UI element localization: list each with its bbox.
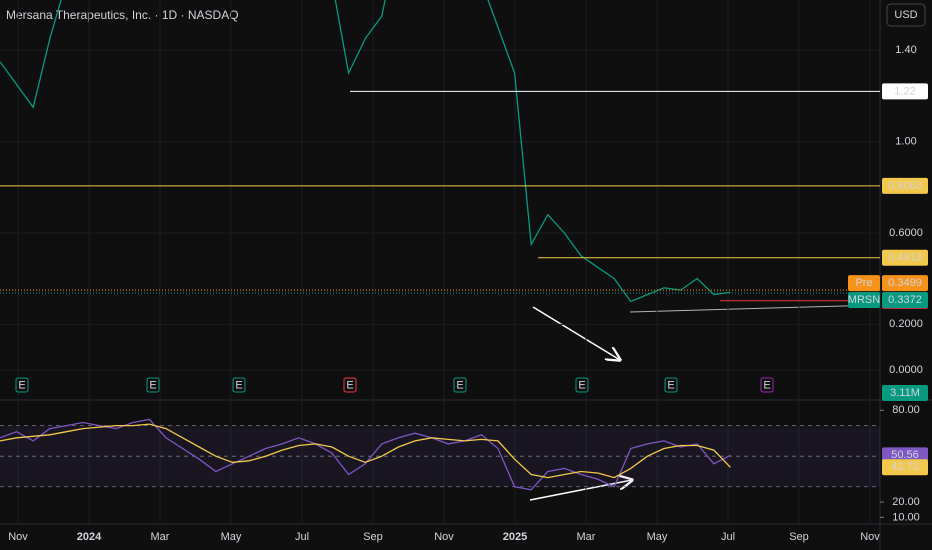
- x-tick-label: 2024: [77, 531, 102, 543]
- event-label: E: [578, 379, 585, 391]
- rsi-line: [0, 423, 731, 479]
- level-tag-label: 0.4913: [888, 252, 922, 264]
- x-tick-label: 2025: [503, 531, 527, 543]
- event-label: E: [667, 379, 674, 391]
- event-label: E: [346, 379, 353, 391]
- rsi-line: [0, 418, 731, 491]
- event-marker: [15, 377, 29, 393]
- x-tick-label: Mar: [577, 531, 596, 543]
- rsi-tick-label: 20.00: [892, 496, 920, 508]
- x-tick-label: Jul: [721, 531, 735, 543]
- tag-value: 0.3372: [888, 294, 922, 306]
- tag-value-box: [882, 275, 928, 292]
- rsi-pane: [0, 418, 880, 491]
- level-tag: [882, 83, 928, 100]
- event-marker: [664, 377, 678, 393]
- x-tick-label: Mar: [151, 531, 170, 543]
- level-tag-label: 0.8063: [888, 180, 922, 192]
- x-tick-label: May: [221, 531, 242, 543]
- level-tag: [882, 177, 928, 194]
- x-tick-label: Sep: [363, 531, 383, 543]
- tag-value-box: [882, 291, 928, 308]
- event-label: E: [18, 379, 25, 391]
- support-line: [629, 304, 881, 313]
- event-marker: [146, 377, 160, 393]
- arrow: [532, 306, 620, 360]
- level-tag: [882, 249, 928, 266]
- y-tick-label: 1.40: [895, 44, 916, 56]
- level-tag-label: 1.22: [894, 85, 915, 97]
- event-label: E: [235, 379, 242, 391]
- tag-name-box: [848, 291, 880, 308]
- event-marker: [575, 377, 589, 393]
- price-pane: [0, 0, 731, 303]
- currency-button[interactable]: [886, 3, 926, 27]
- rsi-tag-label: 42.73: [891, 461, 919, 473]
- tag-name: Pre: [855, 277, 872, 289]
- y-tick-label: 0.6000: [889, 227, 923, 239]
- rsi-tag: [882, 459, 928, 476]
- volume-tag: [882, 385, 928, 401]
- x-tick-label: Sep: [789, 531, 809, 543]
- price-line: [0, 0, 731, 303]
- x-tick-label: Nov: [8, 531, 28, 543]
- tag-name-box: [848, 275, 880, 292]
- rsi-tick-label: 80.00: [892, 404, 920, 416]
- x-tick-label: Nov: [434, 531, 454, 543]
- y-tick-label: 0.2000: [889, 318, 923, 330]
- x-tick-label: Jul: [295, 531, 309, 543]
- tag-value: 0.3499: [888, 277, 922, 289]
- chart-title: Mersana Therapeutics, Inc. · 1D · NASDAQ: [6, 8, 239, 22]
- volume-tag-label: 3.11M: [890, 387, 920, 399]
- event-label: E: [763, 379, 770, 391]
- rsi-tag-label: 50.56: [891, 449, 919, 461]
- event-marker: [232, 377, 246, 393]
- y-tick-label: 1.00: [895, 136, 916, 148]
- event-marker: [343, 377, 357, 393]
- rsi-tick-label: 10.00: [892, 511, 920, 523]
- currency-label[interactable]: USD: [894, 9, 917, 21]
- event-marker: [760, 377, 774, 393]
- tag-name: MRSN: [848, 294, 880, 306]
- x-tick-label: May: [647, 531, 668, 543]
- event-marker: [453, 377, 467, 393]
- event-label: E: [149, 379, 156, 391]
- y-tick-label: 0.0000: [889, 364, 923, 376]
- event-label: E: [456, 379, 463, 391]
- x-tick-label: Nov: [860, 531, 880, 543]
